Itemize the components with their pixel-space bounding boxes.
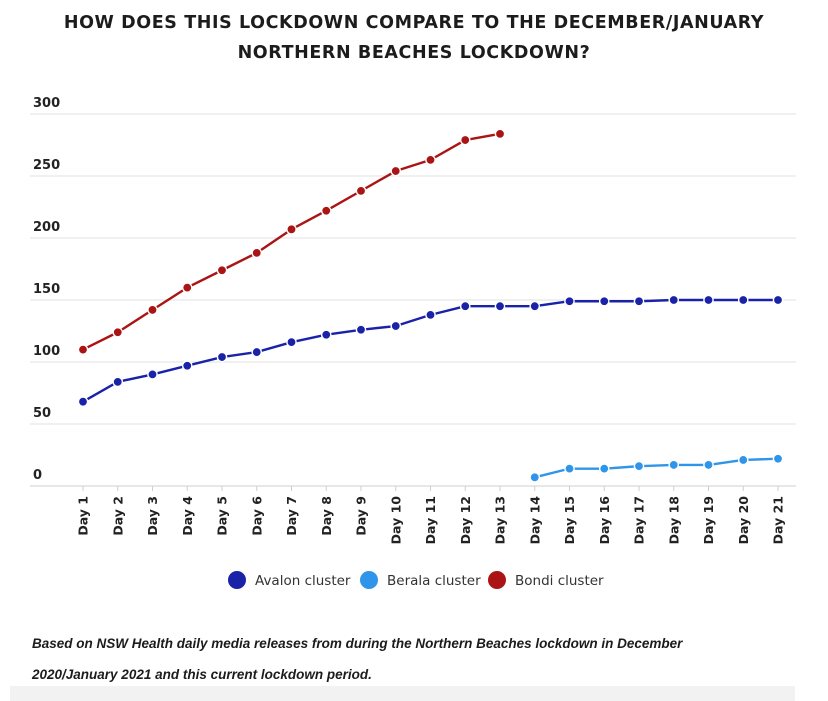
x-tick-label: Day 10 — [388, 496, 403, 545]
x-tick-label: Day 13 — [493, 496, 508, 544]
data-point — [251, 247, 263, 259]
data-point — [216, 351, 228, 363]
x-axis-tick-labels: Day 1 Day 2 Day 3 Day 4 Day 5 Day 6 Day 7 Day 8… — [76, 496, 786, 545]
data-point — [147, 304, 158, 316]
data-point — [355, 185, 367, 197]
grid-lines — [30, 113, 796, 491]
data-point — [633, 460, 645, 472]
x-tick-label: Day 16 — [597, 496, 612, 545]
data-point — [703, 459, 714, 471]
data-point — [772, 453, 784, 465]
y-tick-label: 150 — [33, 282, 60, 297]
y-tick-label: 200 — [33, 220, 60, 235]
data-point — [390, 320, 402, 332]
legend-marker — [360, 571, 378, 589]
legend-marker — [488, 571, 506, 589]
footnote-line-2: 2020/January 2021 and this current lockd… — [32, 667, 372, 682]
footnote-line-1: Based on NSW Health daily media releases… — [32, 636, 683, 651]
data-point — [425, 309, 436, 321]
series-line — [533, 457, 780, 479]
data-point — [737, 294, 749, 306]
data-point — [598, 463, 610, 474]
data-point — [286, 336, 297, 348]
series-line — [81, 132, 502, 351]
x-tick-label: Day 7 — [284, 496, 299, 536]
data-point — [459, 134, 471, 146]
x-tick-label: Day 21 — [771, 496, 786, 544]
series-berala-cluster — [529, 453, 784, 483]
data-point — [425, 154, 436, 166]
x-tick-label: Day 4 — [180, 496, 195, 536]
y-tick-label: 0 — [33, 468, 42, 483]
data-point — [564, 295, 575, 307]
data-point — [181, 360, 193, 372]
data-point — [181, 282, 193, 293]
legend-item-avalon-cluster: Avalon cluster — [228, 571, 351, 589]
data-point — [147, 369, 158, 380]
data-point — [355, 324, 367, 336]
series-layer — [77, 128, 784, 483]
data-point — [320, 329, 332, 341]
legend-label: Avalon cluster — [255, 573, 351, 589]
legend: Avalon cluster Berala cluster Bondi cluste… — [228, 571, 604, 589]
x-tick-label: Day 19 — [701, 496, 716, 544]
y-tick-label: 50 — [33, 406, 51, 421]
x-tick-label: Day 18 — [666, 496, 681, 544]
series-avalon-cluster — [77, 294, 784, 407]
data-point — [320, 205, 332, 217]
y-axis-tick-labels: 0 50 100 150 200 250 300 — [33, 96, 60, 483]
data-point — [286, 224, 297, 235]
y-tick-label: 300 — [33, 96, 60, 111]
data-point — [737, 454, 749, 466]
y-tick-label: 250 — [33, 158, 60, 173]
x-tick-label: Day 11 — [423, 496, 438, 544]
footnote: Based on NSW Health daily media releases… — [32, 628, 812, 690]
x-tick-label: Day 14 — [527, 496, 542, 545]
data-point — [529, 300, 541, 312]
chart-title: HOW DOES THIS LOCKDOWN COMPARE TO THE DE… — [0, 8, 828, 68]
y-tick-label: 100 — [33, 344, 60, 359]
data-point — [216, 264, 228, 276]
legend-label: Berala cluster — [387, 573, 481, 589]
bottom-strip — [10, 686, 795, 701]
series-bondi-cluster — [77, 128, 506, 355]
x-tick-label: Day 12 — [458, 496, 473, 544]
x-tick-label: Day 2 — [110, 496, 125, 536]
data-point — [77, 344, 89, 355]
data-point — [251, 346, 263, 358]
x-tick-label: Day 5 — [215, 496, 230, 536]
data-point — [772, 294, 784, 306]
x-tick-label: Day 6 — [249, 496, 264, 536]
x-tick-label: Day 20 — [736, 496, 751, 545]
data-point — [494, 128, 506, 140]
legend-item-bondi-cluster: Bondi cluster — [488, 571, 604, 589]
data-point — [529, 472, 541, 483]
data-point — [703, 294, 714, 306]
x-tick-label: Day 17 — [632, 496, 647, 544]
x-tick-label: Day 8 — [319, 496, 334, 536]
data-point — [668, 459, 680, 471]
legend-label: Bondi cluster — [515, 573, 604, 589]
data-point — [564, 463, 575, 474]
data-point — [633, 295, 645, 307]
chart-title-line-1: HOW DOES THIS LOCKDOWN COMPARE TO THE DE… — [63, 13, 765, 33]
x-tick-label: Day 1 — [76, 496, 91, 536]
data-point — [390, 165, 402, 177]
x-tick-label: Day 15 — [562, 496, 577, 544]
data-point — [459, 300, 471, 312]
x-tick-label: Day 9 — [354, 496, 369, 536]
data-point — [494, 300, 506, 312]
data-point — [668, 294, 680, 306]
data-point — [77, 396, 89, 407]
data-point — [598, 295, 610, 307]
chart-title-line-2: NORTHERN BEACHES LOCKDOWN? — [237, 43, 591, 63]
legend-item-berala-cluster: Berala cluster — [360, 571, 481, 589]
data-point — [112, 326, 124, 338]
x-tick-label: Day 3 — [145, 496, 160, 536]
data-point — [112, 376, 124, 388]
legend-marker — [228, 571, 246, 589]
